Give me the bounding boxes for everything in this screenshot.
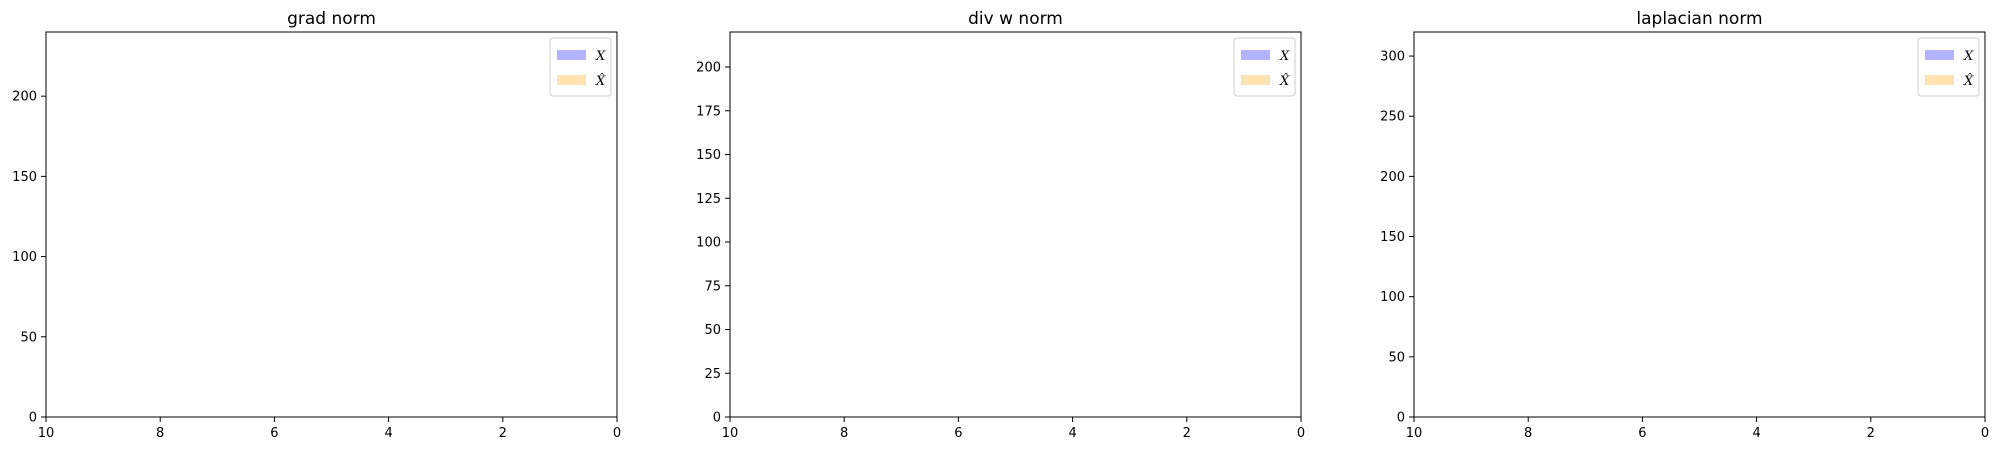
legend-swatch [557,50,586,60]
y-tick-label: 200 [1380,170,1405,185]
y-tick-label: 200 [12,90,37,105]
legend-label: X̂ [1963,73,1974,89]
chart-title: div w norm [968,9,1063,29]
x-tick-label: 4 [384,426,392,441]
y-tick-label: 0 [29,411,37,426]
y-tick-label: 100 [696,236,721,251]
y-tick-label: 300 [1380,50,1405,65]
x-tick-label: 4 [1068,426,1076,441]
x-tick-label: 0 [1297,426,1305,441]
y-tick-label: 150 [696,148,721,163]
chart-title: grad norm [287,9,376,29]
legend-swatch [1241,75,1270,85]
y-tick-label: 100 [1380,290,1405,305]
y-tick-label: 100 [12,250,37,265]
legend: X X̂ [1233,37,1296,97]
x-tick-label: 8 [840,426,848,441]
x-tick-label: 10 [1406,426,1423,441]
legend-box [1917,37,1980,97]
legend-box [1233,37,1296,97]
x-tick-label: 2 [499,426,507,441]
plot-area-frame [729,31,1302,418]
legend-swatch [1241,50,1270,60]
legend: X X̂ [549,37,612,97]
legend-label: X̂ [595,73,606,89]
plot-area-frame [1413,31,1986,418]
legend-swatch [557,75,586,85]
x-tick-label: 6 [270,426,278,441]
plot-area-frame [45,31,618,418]
y-tick-label: 50 [1388,350,1405,365]
x-tick-label: 2 [1867,426,1875,441]
y-tick-label: 75 [704,279,721,294]
x-tick-label: 10 [722,426,739,441]
y-tick-label: 150 [12,170,37,185]
y-tick-label: 250 [1380,110,1405,125]
x-tick-label: 0 [613,426,621,441]
legend-swatch [1925,50,1954,60]
y-tick-label: 125 [696,192,721,207]
legend-swatch [1925,75,1954,85]
legend-label: X [1963,49,1974,64]
legend: X X̂ [1917,37,1980,97]
y-tick-label: 150 [1380,230,1405,245]
y-tick-label: 25 [704,367,721,382]
chart-title: laplacian norm [1636,9,1762,29]
x-tick-label: 8 [1524,426,1532,441]
legend-label: X [1279,49,1290,64]
legend-box [549,37,612,97]
x-tick-label: 10 [38,426,55,441]
y-tick-label: 175 [696,104,721,119]
x-tick-label: 4 [1752,426,1760,441]
x-tick-label: 2 [1183,426,1191,441]
y-tick-label: 50 [704,323,721,338]
y-tick-label: 0 [713,411,721,426]
x-tick-label: 6 [1638,426,1646,441]
y-tick-label: 0 [1397,411,1405,426]
x-tick-label: 6 [954,426,962,441]
legend-label: X̂ [1279,73,1290,89]
y-tick-label: 50 [20,330,37,345]
legend-label: X [595,49,606,64]
y-tick-label: 200 [696,61,721,76]
x-tick-label: 0 [1981,426,1989,441]
x-tick-label: 8 [156,426,164,441]
